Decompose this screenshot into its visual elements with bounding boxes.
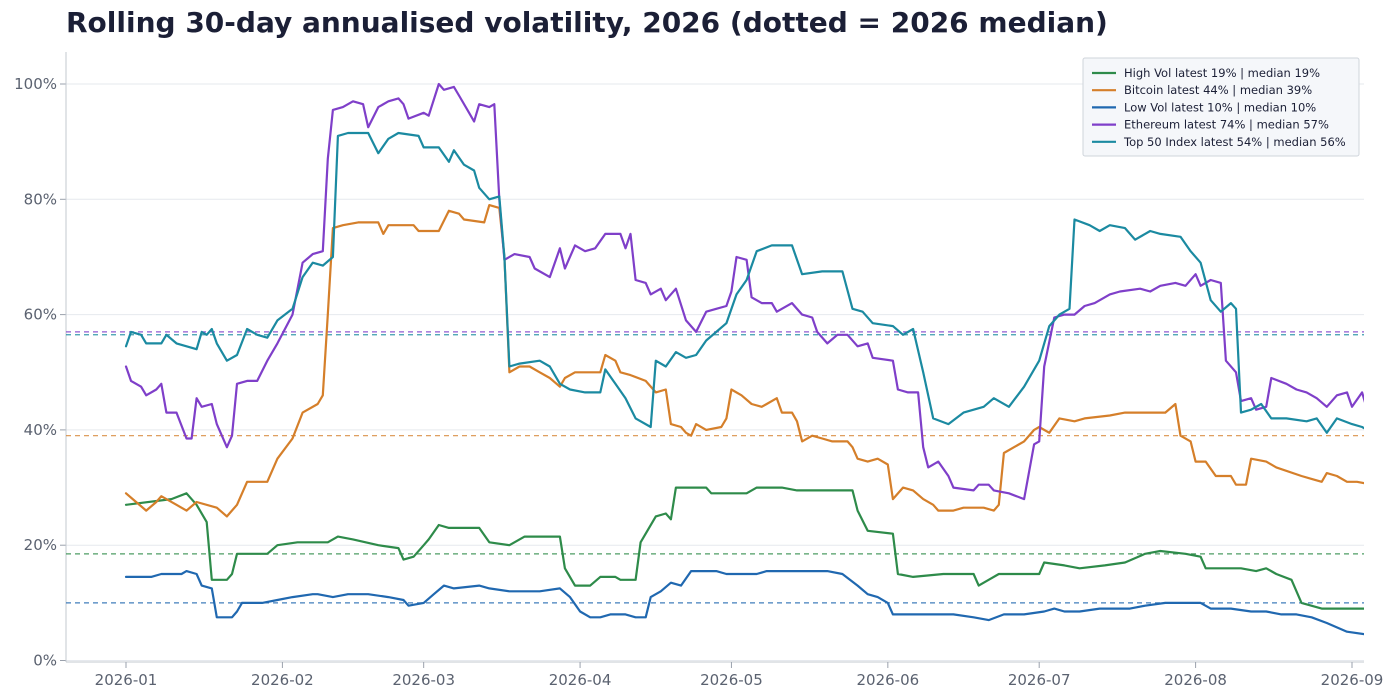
x-tick-label: 2026-07	[1008, 671, 1071, 689]
y-tick-label: 40%	[24, 421, 57, 439]
chart-title: Rolling 30-day annualised volatility, 20…	[66, 6, 1108, 39]
legend-entry: Low Vol latest 10% | median 10%	[1124, 100, 1316, 114]
x-tick-label: 2026-04	[549, 671, 612, 689]
x-tick-label: 2026-06	[856, 671, 919, 689]
legend-entry: Bitcoin latest 44% | median 39%	[1124, 83, 1312, 97]
y-tick-label: 0%	[33, 652, 57, 670]
legend-entry: High Vol latest 19% | median 19%	[1124, 66, 1320, 80]
y-tick-label: 100%	[14, 75, 57, 93]
x-tick-label: 2026-09	[1321, 671, 1384, 689]
series-line-high-vol	[124, 486, 1364, 610]
x-tick-label: 2026-05	[700, 671, 763, 689]
legend-entry: Top 50 Index latest 54% | median 56%	[1123, 135, 1346, 149]
series-lines	[124, 82, 1364, 636]
x-tick-label: 2026-08	[1164, 671, 1227, 689]
series-line-low-vol	[124, 570, 1364, 636]
x-tick-label: 2026-01	[95, 671, 158, 689]
legend-box	[1082, 57, 1360, 157]
y-tick-label: 60%	[24, 306, 57, 324]
x-tick-label: 2026-02	[251, 671, 314, 689]
series-line-top-50-index	[124, 131, 1364, 434]
legend-entry: Ethereum latest 74% | median 57%	[1124, 118, 1329, 132]
x-tick-label: 2026-03	[392, 671, 455, 689]
series-line-bitcoin	[124, 204, 1364, 518]
y-tick-label: 20%	[24, 536, 57, 554]
y-tick-label: 80%	[24, 190, 57, 208]
